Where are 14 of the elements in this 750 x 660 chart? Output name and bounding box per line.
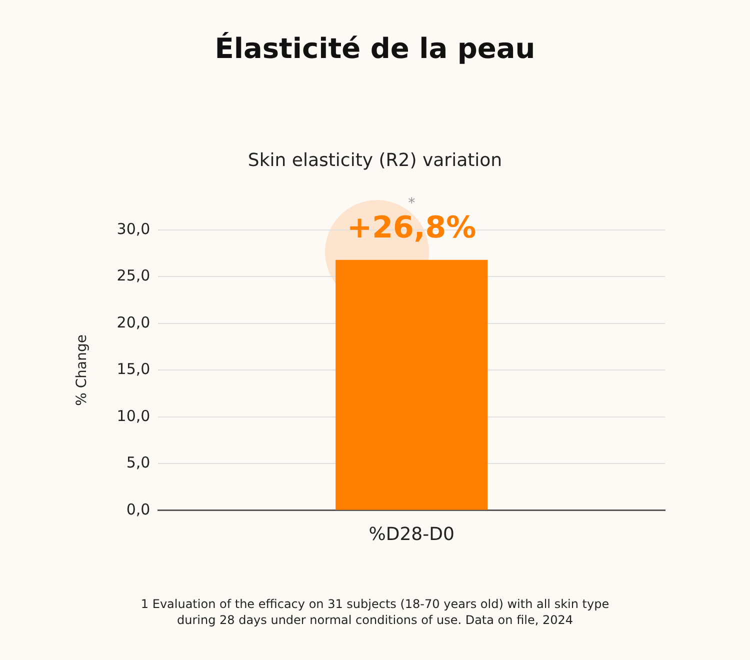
chart-subtitle: Skin elasticity (R2) variation [246, 150, 504, 171]
y-tick-label: 25,0 [116, 266, 150, 285]
chart-title: Élasticité de la peau [214, 32, 536, 65]
y-tick-label: 20,0 [116, 313, 150, 332]
y-tick-label: 0,0 [126, 500, 150, 518]
y-tick-label: 30,0 [116, 220, 150, 238]
text: * [408, 196, 416, 212]
y-tick-label: 15,0 [116, 360, 150, 378]
text: 1 Evaluation of the efficacy on 31 subjects (18-70 years old) with all skin type during 28 days under normal conditions of use. Data on file, 2024 [140, 596, 610, 628]
y-tick-label: 5,0 [126, 454, 150, 472]
x-tick-label: %D28-D0 [368, 524, 454, 545]
y-tick-label: 10,0 [116, 406, 150, 425]
data-label: +26,8% [346, 210, 476, 246]
y-axis-title: % Change [74, 334, 90, 406]
